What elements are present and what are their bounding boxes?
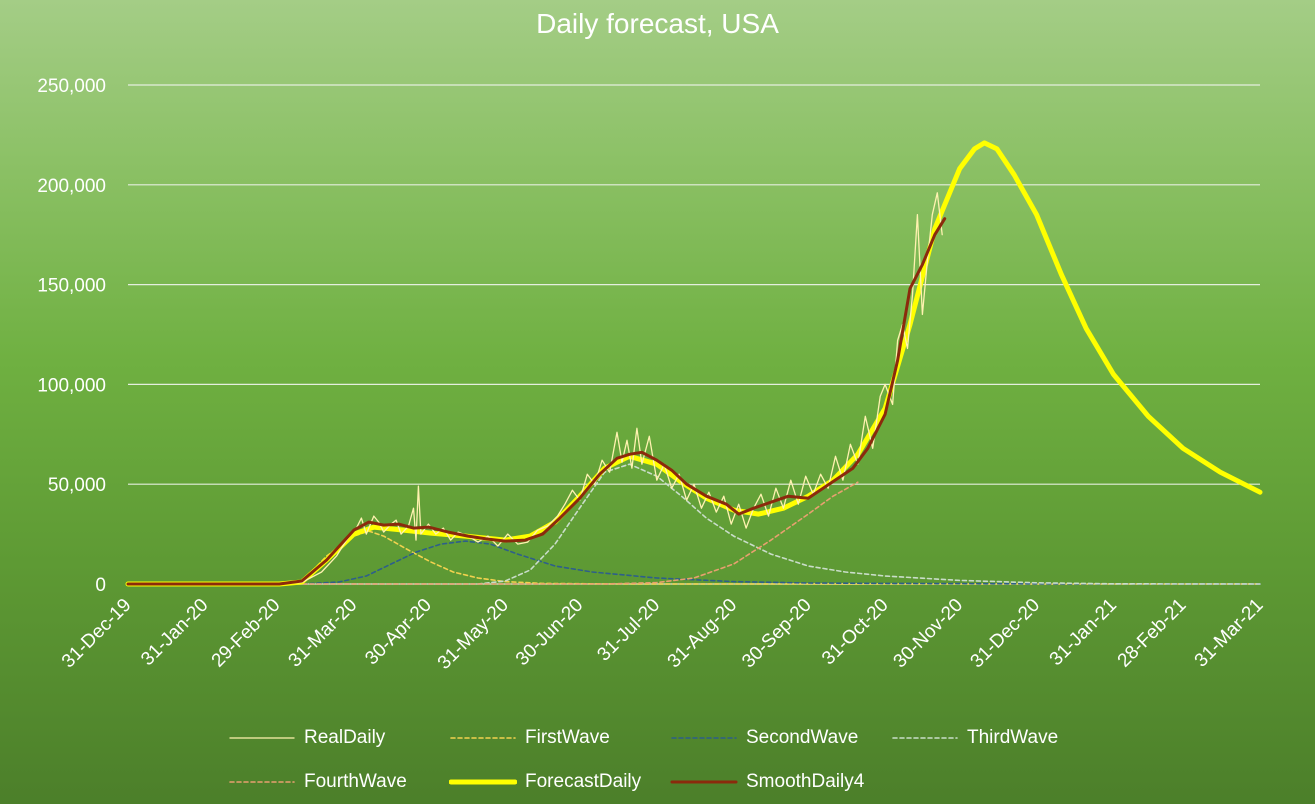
x-tick-label: 31-Dec-19 [58,595,136,673]
y-tick-label: 200,000 [37,176,106,197]
x-tick-label: 30-Apr-20 [361,595,436,670]
x-tick-label: 30-Sep-20 [738,595,816,673]
series-line-thirdwave [127,463,1261,585]
series-line-realdaily [127,192,943,585]
x-tick-label: 31-Dec-20 [967,595,1045,673]
x-tick-label: 30-Nov-20 [890,595,968,673]
y-tick-label: 250,000 [37,76,106,97]
chart-title: Daily forecast, USA [536,8,779,39]
y-tick-label: 150,000 [37,276,106,297]
x-tick-label: 31-May-20 [434,595,513,674]
x-tick-label: 28-Feb-21 [1114,595,1191,672]
x-tick-label: 31-Oct-20 [818,595,893,670]
x-tick-label: 30-Jun-20 [512,595,587,670]
series-line-firstwave [127,530,1261,585]
x-tick-label: 31-Jan-21 [1046,595,1121,670]
series-line-secondwave [127,540,1261,585]
x-tick-label: 31-Aug-20 [664,595,742,673]
series-line-forecastdaily [125,140,1263,587]
series-line-fourthwave [127,481,859,585]
series-line-smoothdaily4 [126,217,947,586]
x-tick-label: 31-Jul-20 [593,595,664,666]
x-tick-label: 29-Feb-20 [208,595,285,672]
x-tick-label: 31-Jan-20 [137,595,212,670]
x-tick-label: 31-Mar-20 [285,595,362,672]
y-tick-label: 0 [95,575,106,596]
y-tick-label: 100,000 [37,375,106,396]
x-tick-label: 31-Mar-21 [1191,595,1268,672]
y-tick-label: 50,000 [48,475,106,496]
